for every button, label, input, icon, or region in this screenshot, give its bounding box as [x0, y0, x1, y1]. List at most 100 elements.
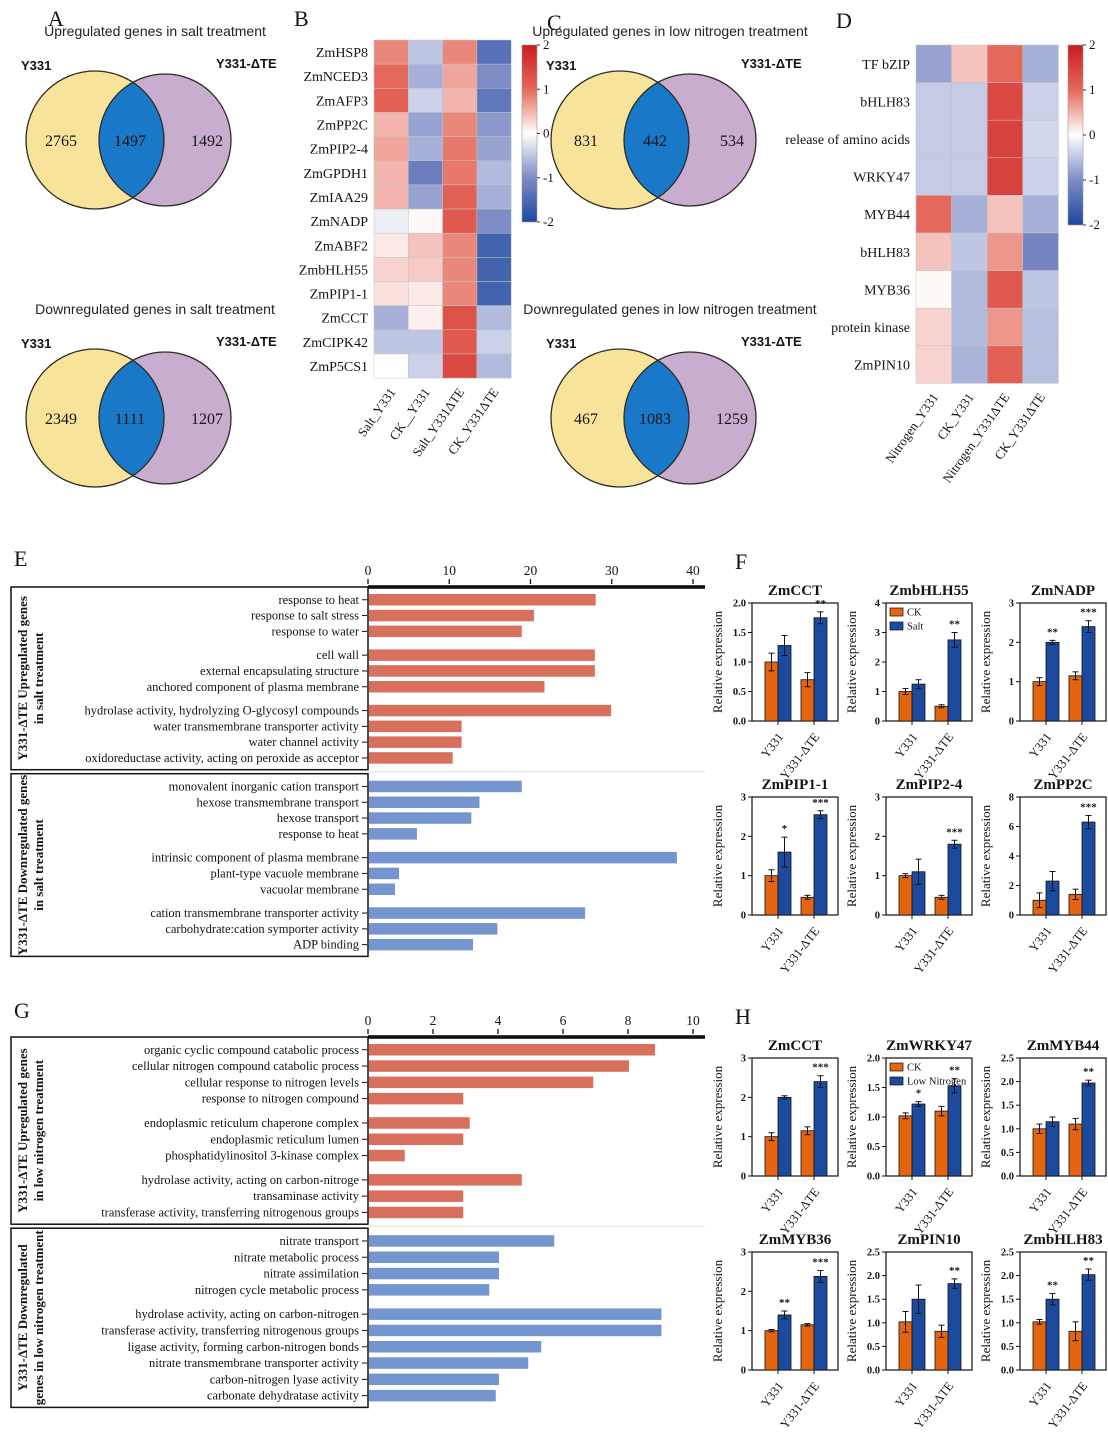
heatmap-cell	[373, 39, 409, 65]
heatmap-cell	[373, 257, 409, 282]
heatmap-cell	[915, 157, 952, 196]
x-axis-tick-label: 6	[560, 1013, 567, 1028]
colorbar-tick-label: 1	[543, 81, 550, 96]
treatment-bar	[1081, 1082, 1096, 1177]
go-category-label: nitrate transport	[280, 1234, 360, 1248]
ck-bar	[1032, 681, 1047, 722]
legend-treatment-swatch	[889, 621, 904, 631]
go-bar	[369, 1133, 464, 1145]
go-category-label: endoplasmic reticulum chaperone complex	[144, 1116, 360, 1130]
heatmap-cell	[373, 305, 409, 331]
y-axis-tick-label: 3	[741, 793, 746, 804]
ck-bar	[898, 1115, 913, 1177]
panel-label-c: C	[547, 10, 562, 35]
heatmap-cell	[373, 281, 409, 306]
panel-label-e: E	[14, 546, 28, 571]
heatmap-cell	[951, 195, 988, 234]
y-axis-tick-label: 3	[1009, 599, 1014, 610]
y-axis-tick-label: 2	[1009, 638, 1014, 649]
treatment-bar	[1045, 1298, 1060, 1371]
colorbar	[1067, 44, 1084, 226]
subplot-title: ZmPIP1-1	[762, 777, 829, 793]
x-axis-tick-label: 20	[524, 563, 538, 578]
ck-bar	[934, 705, 949, 722]
heatmap-cell	[951, 345, 988, 384]
go-bar	[369, 1044, 655, 1056]
venn-right-set-label: Y331-ΔTE	[216, 334, 277, 349]
go-category-label: hydrolase activity, hydrolyzing O-glycos…	[85, 704, 360, 718]
heatmap-cell	[373, 160, 409, 186]
y-axis-tick-label: 1	[741, 1132, 746, 1143]
go-category-label: monovalent inorganic cation transport	[169, 779, 360, 793]
x-category-label: Y331	[892, 1185, 920, 1216]
y-axis-tick-label: 1.5	[867, 1083, 880, 1094]
heatmap-cell	[476, 136, 512, 161]
treatment-bar	[813, 814, 828, 916]
go-category-label: response to water	[272, 624, 360, 638]
heatmap-cell	[1022, 345, 1059, 384]
treatment-bar	[777, 645, 792, 722]
y-axis-label: Relative expression	[978, 804, 993, 907]
heatmap-cell	[408, 112, 443, 137]
y-axis-tick-label: 1.0	[1001, 1318, 1014, 1329]
y-axis-tick-label: 3	[741, 1054, 746, 1065]
legend-treatment-swatch	[889, 1076, 904, 1086]
heatmap-cell	[442, 281, 478, 306]
y-axis-tick-label: 2.0	[867, 1054, 880, 1065]
heatmap-row-label: ZmNADP	[310, 215, 368, 230]
go-bar	[369, 649, 595, 661]
heatmap-cell	[476, 257, 512, 282]
go-bar	[369, 736, 462, 748]
y-axis-label: Relative expression	[844, 610, 859, 713]
group-box	[10, 772, 369, 958]
go-bar	[369, 665, 595, 677]
expression-subplot: ZmWRKY47 Relative expression 0.0 0.5 1.0 1.5 2…	[844, 1038, 973, 1237]
go-bar	[369, 1324, 662, 1337]
y-axis-tick-label: 0.0	[733, 717, 746, 728]
go-category-label: hydrolase activity, acting on carbon-nit…	[141, 1173, 359, 1187]
go-category-label: hydrolase activity, acting on carbon-nit…	[135, 1307, 360, 1321]
go-bar	[369, 780, 522, 793]
venn-upregulated-nitrogen: Upregulated genes in low nitrogen treatm…	[532, 23, 808, 210]
significance-stars: **	[949, 1065, 961, 1077]
expression-subplot: ZmPIN10 Relative expression 0.0 0.5 1.0 1.5 2.…	[844, 1232, 973, 1431]
y-axis-tick-label: 6	[1009, 822, 1014, 833]
heatmap-cell	[373, 208, 409, 234]
panel-label-g: G	[14, 998, 30, 1023]
y-axis-tick-label: 2.0	[733, 599, 746, 610]
heatmap-cell	[373, 112, 409, 137]
y-axis-label: Relative expression	[978, 1065, 993, 1168]
heatmap-cell	[408, 208, 443, 234]
y-axis-tick-label: 0.5	[1001, 1148, 1014, 1159]
subplot-title: ZmCCT	[768, 583, 822, 599]
go-category-label: anchored component of plasma membrane	[147, 680, 360, 694]
y-axis-tick-label: 4	[875, 599, 881, 610]
venn-left-count: 831	[574, 133, 598, 150]
heatmap-cell	[442, 88, 478, 113]
y-axis-tick-label: 2.5	[867, 1248, 880, 1259]
venn-right-count: 1259	[716, 411, 748, 428]
heatmap-row-label: TF bZIP	[862, 58, 910, 73]
significance-stars: ***	[812, 1062, 829, 1074]
heatmap-cell	[408, 160, 443, 186]
venn-left-set-label: Y331	[546, 58, 576, 73]
venn-title: Downregulated genes in low nitrogen trea…	[523, 301, 817, 317]
significance-stars: ***	[812, 797, 829, 809]
go-category-label: transaminase activity	[253, 1189, 360, 1203]
go-category-label: vacuolar membrane	[260, 882, 359, 896]
y-axis-tick-label: 0	[875, 717, 880, 728]
subplot-title: ZmWRKY47	[886, 1038, 972, 1054]
go-category-label: organic cyclic compound catabolic proces…	[144, 1043, 359, 1057]
treatment-bar	[813, 1275, 828, 1371]
y-axis-tick-label: 3	[875, 793, 880, 804]
x-category-label: Y331	[892, 1379, 920, 1410]
heatmap-cell	[915, 119, 952, 159]
y-axis-label: Relative expression	[978, 610, 993, 713]
go-category-label: transferase activity, transferring nitro…	[101, 1323, 359, 1337]
heatmap-cell	[373, 88, 409, 113]
colorbar-tick-label: -2	[1089, 217, 1100, 232]
treatment-bar	[1081, 626, 1096, 722]
heatmap-cell	[476, 112, 512, 137]
